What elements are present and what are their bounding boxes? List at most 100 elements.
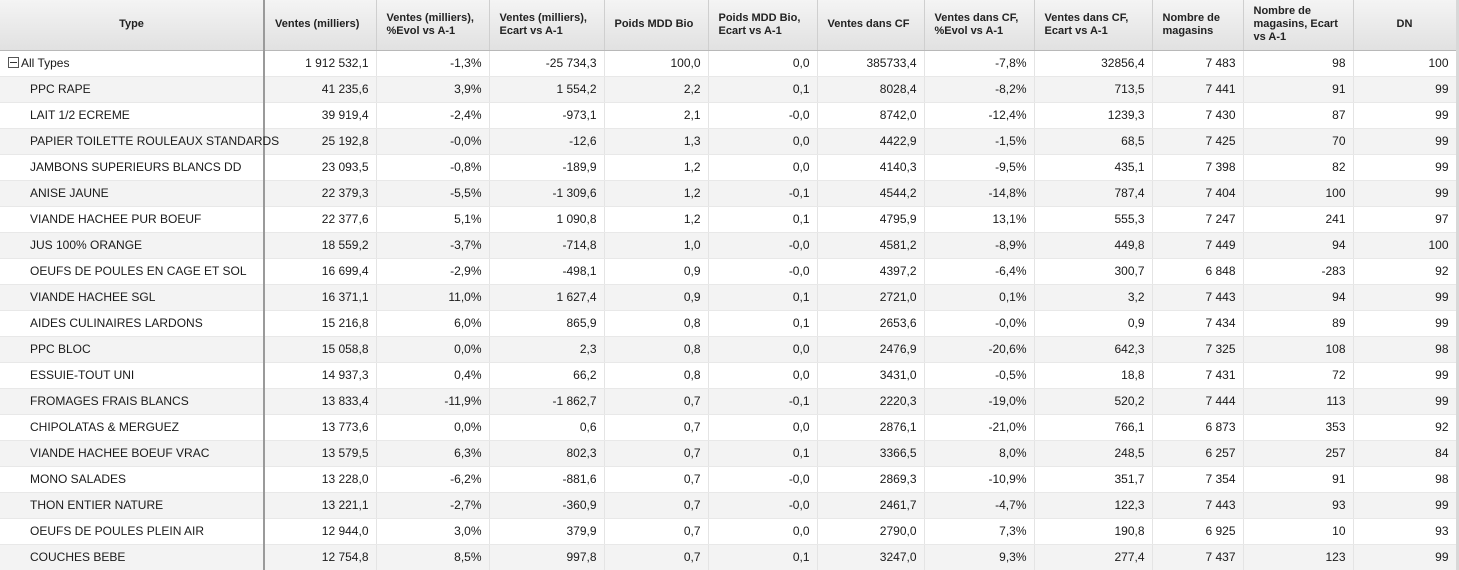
column-header-type[interactable]: Type [0,0,265,51]
table-cell: 99 [1353,128,1457,155]
column-header-ventes-evol[interactable]: Ventes (milliers), %Evol vs A-1 [376,0,490,51]
table-cell: -4,7% [924,492,1035,519]
table-cell: 87 [1243,102,1354,129]
table-row[interactable]: THON ENTIER NATURE 13 221,1 -2,7% -360,9 0,7… [0,492,1457,519]
table-cell: -14,8% [924,180,1035,207]
table-cell: 257 [1243,440,1354,467]
table-cell: 66,2 [489,362,605,389]
table-cell: 4581,2 [817,232,925,259]
table-cell: -0,0% [376,128,490,155]
column-header-poids-mdd-bio-ecart[interactable]: Poids MDD Bio, Ecart vs A-1 [708,0,818,51]
column-header-nombre-magasins[interactable]: Nombre de magasins [1152,0,1244,51]
table-row[interactable]: PAPIER TOILETTE ROULEAUX STANDARDS 25 192… [0,128,1457,155]
table-cell: 108 [1243,336,1354,363]
column-header-ventes-cf-ecart[interactable]: Ventes dans CF, Ecart vs A-1 [1034,0,1153,51]
table-cell: 93 [1353,518,1457,545]
table-cell: 713,5 [1034,76,1153,103]
table-cell: 385733,4 [817,50,925,77]
table-cell: 92 [1353,258,1457,285]
table-row[interactable]: OEUFS DE POULES EN CAGE ET SOL 16 699,4 -2… [0,258,1457,285]
table-cell: -25 734,3 [489,50,605,77]
table-cell: 0,7 [604,518,709,545]
table-cell: 8,0% [924,440,1035,467]
collapse-icon[interactable] [8,57,19,68]
table-row[interactable]: COUCHES BEBE 12 754,8 8,5% 997,8 0,7 0,1 3247,… [0,544,1457,570]
table-cell: 3,9% [376,76,490,103]
table-row[interactable]: LAIT 1/2 ECREME 39 919,4 -2,4% -973,1 2,1 -0,… [0,102,1457,129]
table-cell: 100 [1243,180,1354,207]
table-cell: 2476,9 [817,336,925,363]
table-cell: 7 425 [1152,128,1244,155]
vertical-scrollbar[interactable] [1456,0,1459,570]
row-label: OEUFS DE POULES PLEIN AIR [0,518,265,545]
table-row[interactable]: VIANDE HACHEE BOEUF VRAC 13 579,5 6,3% 802,… [0,440,1457,467]
table-cell: 0,0 [708,128,818,155]
table-cell: 0,0 [708,336,818,363]
table-cell: -5,5% [376,180,490,207]
table-row[interactable]: ANISE JAUNE 22 379,3 -5,5% -1 309,6 1,2 -0,1 4… [0,180,1457,207]
header-row: Type Ventes (milliers) Ventes (milliers)… [0,0,1457,51]
table-cell: 0,8 [604,336,709,363]
table-cell: 22 377,6 [264,206,377,233]
table-row[interactable]: PPC RAPE 41 235,6 3,9% 1 554,2 2,2 0,1 8028,4-… [0,76,1457,103]
table-cell: 0,7 [604,466,709,493]
table-row[interactable]: OEUFS DE POULES PLEIN AIR 12 944,0 3,0% 379… [0,518,1457,545]
table-row[interactable]: JAMBONS SUPERIEURS BLANCS DD 23 093,5 -0,8… [0,154,1457,181]
table-row[interactable]: VIANDE HACHEE SGL 16 371,1 11,0% 1 627,4 0,9… [0,284,1457,311]
table-row[interactable]: JUS 100% ORANGE 18 559,2 -3,7% -714,8 1,0 -0,… [0,232,1457,259]
table-cell: 7 441 [1152,76,1244,103]
row-label: PPC RAPE [0,76,265,103]
column-header-ventes-cf[interactable]: Ventes dans CF [817,0,925,51]
table-row[interactable]: CHIPOLATAS & MERGUEZ 13 773,6 0,0% 0,6 0,7 0,… [0,414,1457,441]
table-cell: 2790,0 [817,518,925,545]
column-header-ventes-cf-evol[interactable]: Ventes dans CF, %Evol vs A-1 [924,0,1035,51]
table-row[interactable]: ESSUIE-TOUT UNI 14 937,3 0,4% 66,2 0,8 0,0 343… [0,362,1457,389]
table-cell: 122,3 [1034,492,1153,519]
table-cell: 0,1 [708,310,818,337]
column-header-poids-mdd-bio[interactable]: Poids MDD Bio [604,0,709,51]
table-cell: 0,1 [708,206,818,233]
table-row[interactable]: AIDES CULINAIRES LARDONS 15 216,8 6,0% 865,… [0,310,1457,337]
table-cell: -9,5% [924,154,1035,181]
table-cell: 8,5% [376,544,490,570]
table-cell: -714,8 [489,232,605,259]
table-cell: -0,0 [708,492,818,519]
column-header-dn[interactable]: DN [1353,0,1457,51]
table-row[interactable]: FROMAGES FRAIS BLANCS 13 833,4 -11,9% -1 86… [0,388,1457,415]
table-cell: 1,2 [604,206,709,233]
table-cell: 241 [1243,206,1354,233]
table-cell: 1,2 [604,180,709,207]
table-cell: 4795,9 [817,206,925,233]
table-cell: 248,5 [1034,440,1153,467]
table-cell: 2,2 [604,76,709,103]
row-label: COUCHES BEBE [0,544,265,570]
table-cell: -2,7% [376,492,490,519]
table-cell: 449,8 [1034,232,1153,259]
table-cell: 100 [1353,50,1457,77]
table-cell: 0,7 [604,492,709,519]
table-cell: 0,6 [489,414,605,441]
table-cell: 6 848 [1152,258,1244,285]
table-cell: -12,4% [924,102,1035,129]
row-label: VIANDE HACHEE PUR BOEUF [0,206,265,233]
table-cell: 94 [1243,232,1354,259]
table-cell: -0,0 [708,466,818,493]
table-cell: -8,2% [924,76,1035,103]
table-cell: 10 [1243,518,1354,545]
column-header-ventes[interactable]: Ventes (milliers) [264,0,377,51]
table-cell: 2461,7 [817,492,925,519]
table-row[interactable]: PPC BLOC 15 058,8 0,0% 2,3 0,8 0,0 2476,9 -20,6… [0,336,1457,363]
table-cell: 802,3 [489,440,605,467]
table-row[interactable]: MONO SALADES 13 228,0 -6,2% -881,6 0,7 -0,0 28… [0,466,1457,493]
column-header-nombre-magasins-ecart[interactable]: Nombre de magasins, Ecart vs A-1 [1243,0,1354,51]
table-cell: 4140,3 [817,154,925,181]
table-cell: 0,8 [604,310,709,337]
table-cell: -12,6 [489,128,605,155]
table-cell: 2653,6 [817,310,925,337]
table-cell: 787,4 [1034,180,1153,207]
row-label: JUS 100% ORANGE [0,232,265,259]
column-header-ventes-ecart[interactable]: Ventes (milliers), Ecart vs A-1 [489,0,605,51]
table-row[interactable]: VIANDE HACHEE PUR BOEUF 22 377,6 5,1% 1 090… [0,206,1457,233]
table-body: All Types 1 912 532,1 -1,3% -25 734,3 10… [0,50,1457,570]
